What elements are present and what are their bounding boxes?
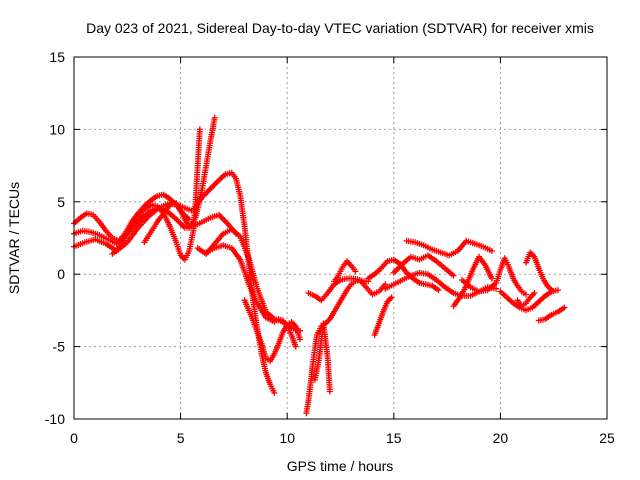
data-point	[211, 114, 218, 121]
series-trace-18	[403, 237, 495, 259]
data-point	[388, 294, 395, 301]
data-point	[523, 291, 529, 298]
data-point	[561, 304, 568, 311]
series-trace-15	[371, 294, 395, 338]
data-point	[493, 285, 500, 292]
data-point	[555, 287, 561, 294]
series-trace-17	[390, 252, 457, 279]
grid-lines	[74, 57, 607, 419]
series-trace-14	[365, 256, 442, 294]
y-tick-label: 0	[57, 266, 65, 282]
axis-tick-labels: 0 5 10 15 20 25 -10 -5 0 5 10 15	[45, 49, 615, 446]
data-point	[352, 268, 359, 275]
data-point	[297, 336, 303, 343]
series-trace-23	[535, 304, 568, 324]
x-tick-label: 10	[279, 430, 295, 446]
series-trace-20	[459, 255, 529, 298]
data-point	[326, 388, 333, 395]
x-tick-label: 15	[386, 430, 402, 446]
series-trace-16	[382, 269, 500, 299]
series-trace-4	[109, 126, 203, 263]
x-tick-label: 0	[70, 430, 78, 446]
y-tick-label: 5	[57, 194, 65, 210]
plot-frame	[73, 56, 608, 420]
chart-title: Day 023 of 2021, Sidereal Day-to-day VTE…	[86, 20, 594, 36]
data-point	[435, 287, 442, 294]
data-point	[531, 290, 538, 296]
series-trace-9	[241, 297, 303, 365]
series-trace-10	[303, 277, 372, 417]
x-tick-label: 25	[599, 430, 615, 446]
data-point	[488, 275, 495, 282]
series-trace-24	[514, 290, 538, 310]
axis-ticks	[73, 56, 608, 420]
series-trace-12	[305, 275, 389, 304]
series-trace-5	[141, 114, 218, 246]
y-axis-label: SDTVAR / TECUs	[6, 182, 22, 294]
y-tick-label: -5	[53, 339, 66, 355]
data-point	[450, 272, 457, 279]
x-axis-label: GPS time / hours	[287, 458, 394, 474]
x-tick-label: 5	[177, 430, 185, 446]
series-trace-22	[523, 249, 555, 294]
y-tick-label: 10	[49, 121, 65, 137]
data-point	[548, 287, 555, 294]
series-trace-19	[450, 253, 495, 310]
y-tick-label: -10	[45, 411, 65, 427]
series-trace-6	[190, 169, 278, 396]
data-point	[292, 343, 299, 350]
x-tick-label: 20	[493, 430, 509, 446]
series-trace-13	[331, 258, 359, 285]
series-trace-11	[311, 320, 333, 395]
data-point	[196, 126, 203, 133]
data-point	[271, 389, 278, 396]
data-markers	[71, 114, 568, 417]
data-point	[488, 248, 495, 254]
y-tick-label: 15	[49, 49, 65, 65]
